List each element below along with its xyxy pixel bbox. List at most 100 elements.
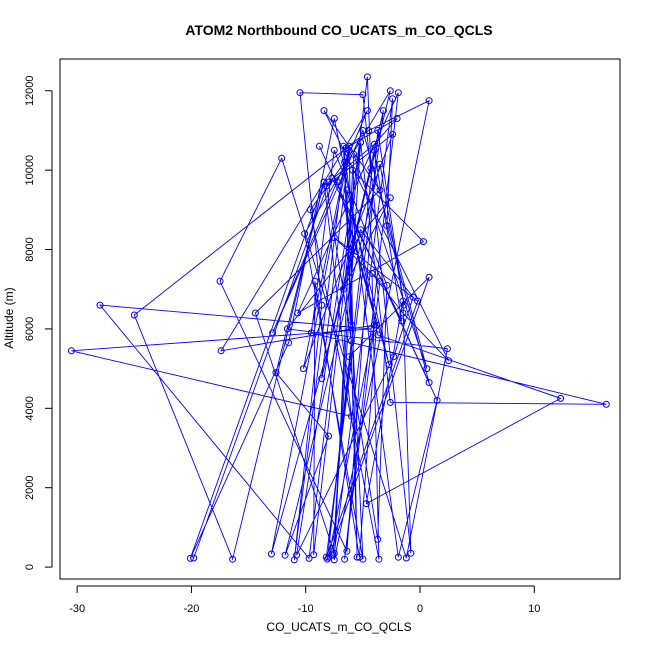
data-point [299,365,307,373]
data-point [310,551,318,559]
data-point [330,115,338,122]
data-point [350,150,358,158]
data-point [375,555,383,563]
data-point [357,138,365,146]
y-tick-label: 0 [24,564,36,570]
data-point [347,321,355,329]
x-tick-label: -20 [183,603,199,615]
y-tick-label: 2000 [24,475,36,499]
data-point [357,226,365,234]
data-point [322,182,330,190]
data-point [374,535,382,543]
x-tick-label: -10 [298,603,314,615]
data-point [445,357,453,365]
data-point [341,555,349,563]
data-point [278,154,286,162]
y-tick-label: 6000 [24,317,36,341]
data-point [373,321,381,329]
x-tick-label: -30 [69,603,85,615]
data-point [376,160,384,168]
x-axis-label: CO_UCATS_m_CO_QCLS [266,620,411,634]
data-point [318,375,326,382]
data-point [376,186,384,194]
data-point [409,293,417,301]
data-point [307,329,315,337]
data-point [334,178,342,186]
data-point [394,553,402,561]
data-point [343,186,351,194]
data-point [367,325,375,333]
y-axis: 0 2000 4000 6000 8000 10000 12000 [24,75,53,570]
data-point [353,553,361,561]
data-point [557,394,565,402]
data-point [347,246,355,253]
data-point [285,339,293,347]
data-point [363,107,371,115]
data-point [602,400,610,408]
data-point [328,174,336,182]
data-point [400,301,408,309]
data-point [374,127,382,134]
data-point [216,277,224,285]
x-tick-label: 10 [528,603,540,615]
data-point [342,144,350,152]
data-point [96,301,104,309]
data-point [386,194,394,202]
data-point [320,107,328,115]
data-point [389,130,397,138]
data-point [343,547,351,555]
data-point [294,309,302,317]
chart-title: ATOM2 Northbound CO_UCATS_m_CO_QCLS [185,22,492,38]
data-point [305,554,313,562]
data-point [376,277,384,285]
data-point [443,345,451,353]
data-point [269,329,277,337]
plot-frame [59,58,621,580]
data-point [363,73,371,81]
data-point [393,115,401,122]
data-point [325,178,333,186]
data-point [359,127,367,134]
data-point [345,146,353,154]
y-tick-label: 4000 [24,396,36,420]
data-point [362,500,370,508]
data-point [423,365,431,373]
data-point [390,353,398,361]
series-line [71,76,607,561]
data-point [315,142,323,150]
data-point [349,166,357,174]
x-axis: -30 -20 -10 0 10 [69,585,540,615]
data-point [325,432,333,440]
data-point [283,325,291,333]
data-point [368,269,376,277]
data-point [383,222,391,230]
data-point [306,206,314,214]
data-point [330,234,338,242]
data-point [414,297,422,305]
data-point [399,297,407,305]
data-point [385,361,393,369]
data-point [399,309,407,317]
data-point [345,353,353,361]
data-point [389,95,397,103]
data-point [425,379,433,386]
data-point [355,553,363,561]
data-point [359,91,367,99]
y-axis-label: Altitude (m) [2,287,16,348]
data-point [323,555,331,563]
data-point [251,309,259,317]
data-point [347,412,355,420]
series-layer [67,73,610,564]
data-point [394,89,402,97]
data-point [339,285,347,293]
data-point [217,347,225,355]
data-point [330,556,338,564]
data-point [320,178,328,186]
data-point [67,347,75,355]
data-point [293,551,301,559]
data-point [281,551,289,559]
data-point [190,554,198,562]
data-point [367,164,375,172]
data-point [433,396,441,404]
